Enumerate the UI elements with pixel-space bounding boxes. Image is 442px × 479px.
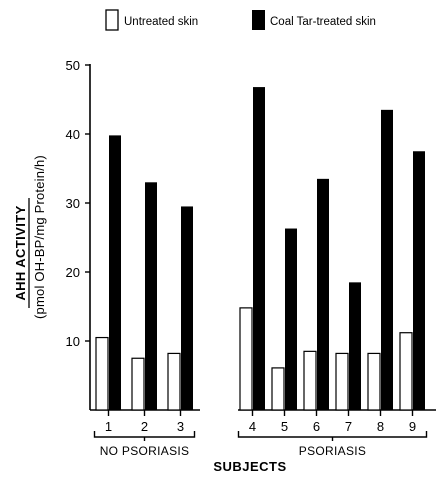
y-axis-label: AHH ACTIVITY [13, 205, 28, 300]
y-tick-label: 30 [66, 196, 80, 211]
x-tick-label: 7 [345, 419, 352, 434]
bar-coal-tar [381, 109, 393, 410]
x-axis-label: SUBJECTS [213, 459, 286, 474]
legend-swatch-untreated [105, 9, 119, 31]
x-tick-label: 8 [377, 419, 384, 434]
x-tick-label: 9 [409, 419, 416, 434]
bar-coal-tar [413, 151, 425, 410]
bar-untreated [239, 307, 253, 411]
bar-untreated [399, 332, 413, 411]
bar-coal-tar [109, 135, 121, 410]
x-tick-label: 4 [249, 419, 256, 434]
bar-untreated [131, 357, 145, 411]
legend-label-untreated: Untreated skin [124, 16, 198, 28]
y-tick-label: 10 [66, 334, 80, 349]
group-label: PSORIASIS [299, 444, 366, 458]
x-tick-label: 3 [177, 419, 184, 434]
bar-coal-tar [253, 87, 265, 410]
bar-coal-tar [145, 182, 157, 410]
group-bracket [237, 431, 428, 438]
legend-label-coal-tar: Coal Tar-treated skin [270, 16, 376, 28]
y-tick-label: 20 [66, 265, 80, 280]
legend-swatch-coal-tar [252, 10, 265, 30]
bar-untreated [303, 350, 317, 411]
x-tick-label: 6 [313, 419, 320, 434]
y-tick-label: 40 [66, 127, 80, 142]
x-tick-label: 2 [141, 419, 148, 434]
bar-coal-tar [181, 206, 193, 410]
bar-untreated [335, 352, 349, 411]
legend: Untreated skin Coal Tar-treated skin [105, 9, 376, 31]
group-label: NO PSORIASIS [100, 444, 190, 458]
x-tick-label: 5 [281, 419, 288, 434]
bar-untreated [271, 367, 285, 411]
bar-coal-tar [317, 178, 329, 410]
bar-untreated [367, 352, 381, 411]
bar-untreated [95, 336, 109, 411]
x-tick-labels: 1 2 3 4 5 6 7 8 9 [105, 419, 416, 434]
y-axis-units: (pmol OH-BP/mg Protein/h) [32, 155, 47, 319]
bar-coal-tar [349, 282, 361, 410]
axes: 10 20 30 40 50 [66, 58, 436, 416]
bars [95, 87, 425, 411]
y-tick-label: 50 [66, 58, 80, 73]
bar-coal-tar [285, 228, 297, 410]
bar-untreated [167, 352, 181, 411]
group-brackets: NO PSORIASIS PSORIASIS [93, 431, 428, 458]
y-axis-title: AHH ACTIVITY (pmol OH-BP/mg Protein/h) [13, 155, 47, 319]
x-tick-label: 1 [105, 419, 112, 434]
